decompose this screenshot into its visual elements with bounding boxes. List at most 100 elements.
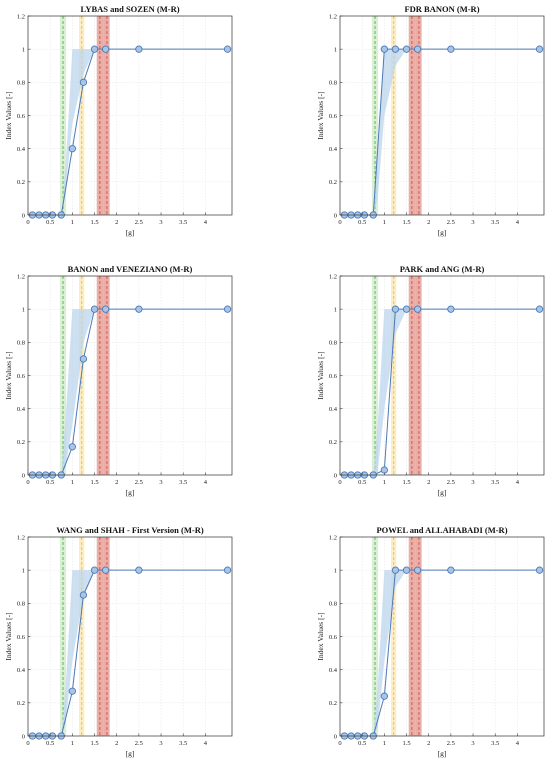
x-tick-label: 3.5 — [491, 740, 499, 747]
y-tick-label: 0.4 — [17, 406, 26, 413]
red-threshold-band — [103, 16, 110, 215]
y-tick-label: 0 — [334, 733, 337, 740]
data-point — [101, 45, 110, 53]
x-tick-label: 1.5 — [90, 740, 98, 747]
x-tick-label: 2 — [427, 219, 430, 226]
data-point — [447, 566, 455, 574]
y-tick-label: 0.8 — [17, 80, 25, 87]
y-axis-label: Index Values [-] — [316, 351, 325, 399]
data-point — [402, 45, 411, 53]
x-tick-label: 3 — [471, 740, 474, 747]
x-tick-label: 1 — [71, 479, 74, 486]
x-tick-label: 0 — [338, 479, 341, 486]
y-tick-label: 1 — [334, 567, 337, 574]
x-tick-label: 4 — [204, 740, 208, 747]
y-tick-label: 0 — [22, 472, 25, 479]
data-point — [391, 45, 400, 53]
y-tick-label: 0.6 — [329, 634, 338, 641]
y-axis-label: Index Values [-] — [4, 612, 13, 660]
chart-title: WANG and SHAH - First Version (M-R) — [56, 525, 204, 535]
x-tick-label: 3 — [159, 479, 162, 486]
uncertainty-band — [373, 570, 418, 736]
y-tick-label: 0 — [22, 733, 25, 740]
y-axis-label: Index Values [-] — [316, 91, 325, 139]
data-point — [68, 687, 76, 695]
y-tick-label: 1.2 — [17, 13, 25, 20]
data-point — [413, 305, 422, 313]
data-point — [447, 45, 455, 53]
x-tick-label: 2 — [115, 740, 118, 747]
yellow-threshold-band — [79, 16, 85, 215]
data-point — [101, 566, 110, 574]
x-tick-label: 4 — [516, 740, 520, 747]
y-tick-label: 1.2 — [329, 273, 337, 280]
y-tick-label: 0.8 — [17, 601, 25, 608]
green-threshold-band — [371, 16, 379, 215]
green-threshold-band — [59, 276, 67, 475]
data-point — [135, 305, 143, 313]
red-threshold-band — [408, 276, 416, 475]
chart-panel-3: 0 0.5 1 1.5 2 2.5 3 3.5 4 0 0.2 0.4 0.6 0.8 1 1.2 BANON … — [4, 264, 233, 497]
y-tick-label: 0.6 — [329, 373, 338, 380]
chart-panel-2: 0 0.5 1 1.5 2 2.5 3 3.5 4 0 0.2 0.4 0.6 0.8 1 1.2 FDR BA… — [316, 4, 545, 237]
x-tick-label: 2.5 — [135, 740, 143, 747]
x-tick-label: 3 — [159, 219, 162, 226]
x-tick-label: 2 — [115, 219, 118, 226]
y-tick-label: 0.4 — [17, 667, 26, 674]
y-tick-label: 0.6 — [17, 634, 26, 641]
x-tick-label: 2.5 — [135, 219, 143, 226]
y-tick-label: 1.2 — [17, 534, 25, 541]
red-threshold-band — [103, 276, 110, 475]
x-tick-label: 4 — [516, 219, 520, 226]
y-tick-label: 0.6 — [17, 373, 26, 380]
red-threshold-band — [96, 276, 104, 475]
x-tick-label: 2.5 — [447, 219, 455, 226]
y-axis-label: Index Values [-] — [4, 351, 13, 399]
data-point — [447, 305, 455, 313]
x-tick-label: 1 — [383, 479, 386, 486]
x-tick-label: 3.5 — [179, 740, 187, 747]
x-axis-label: [g] — [438, 488, 447, 497]
x-tick-label: 3 — [471, 479, 474, 486]
x-tick-label: 1.5 — [402, 219, 410, 226]
red-threshold-band — [415, 16, 422, 215]
red-threshold-band — [408, 16, 416, 215]
x-tick-label: 1 — [383, 219, 386, 226]
y-tick-label: 1 — [334, 306, 337, 313]
y-tick-label: 0.2 — [329, 179, 337, 186]
data-point — [391, 305, 400, 313]
x-tick-label: 0 — [338, 740, 341, 747]
uncertainty-band — [61, 49, 106, 215]
y-tick-label: 0.2 — [17, 179, 25, 186]
x-tick-label: 4 — [204, 479, 208, 486]
data-point — [413, 566, 422, 574]
data-point — [413, 45, 422, 53]
y-tick-label: 0 — [334, 212, 337, 219]
y-tick-label: 1.2 — [329, 534, 337, 541]
chart-panel-4: 0 0.5 1 1.5 2 2.5 3 3.5 4 0 0.2 0.4 0.6 0.8 1 1.2 PARK a… — [316, 264, 545, 497]
data-point — [68, 145, 76, 153]
x-tick-label: 0 — [338, 219, 341, 226]
data-point — [68, 443, 76, 451]
x-tick-label: 4 — [516, 479, 520, 486]
x-tick-label: 3.5 — [179, 479, 187, 486]
y-tick-label: 0 — [334, 472, 337, 479]
y-tick-label: 0.8 — [329, 601, 337, 608]
x-tick-label: 0.5 — [358, 219, 366, 226]
x-tick-label: 0.5 — [46, 219, 54, 226]
x-tick-label: 1.5 — [90, 219, 98, 226]
y-tick-label: 0.4 — [329, 667, 338, 674]
x-tick-label: 2.5 — [447, 740, 455, 747]
data-point — [79, 591, 88, 599]
red-threshold-band — [96, 537, 104, 736]
y-tick-label: 0.2 — [329, 439, 337, 446]
x-tick-label: 0 — [26, 740, 29, 747]
red-threshold-band — [408, 537, 416, 736]
x-tick-label: 1 — [71, 219, 74, 226]
x-tick-label: 2 — [427, 479, 430, 486]
x-axis-label: [g] — [126, 488, 135, 497]
data-point — [223, 45, 232, 53]
data-point — [223, 305, 232, 313]
y-tick-label: 0.4 — [329, 406, 338, 413]
